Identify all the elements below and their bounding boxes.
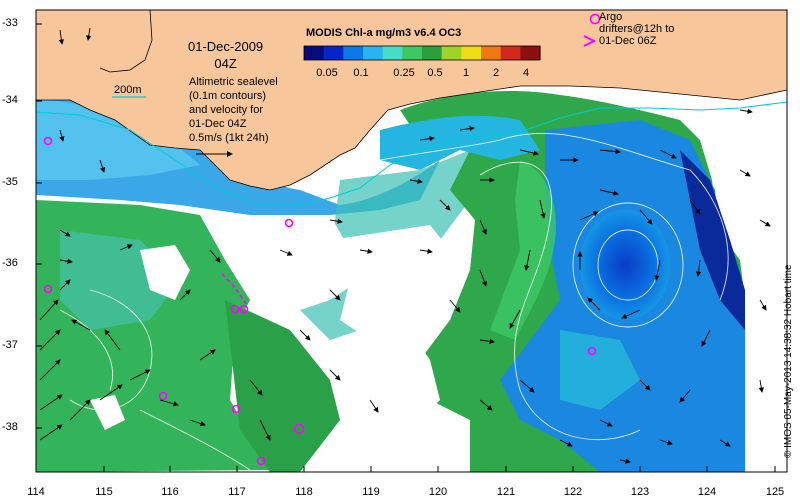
x-tick-label: 124 (697, 486, 717, 498)
colorbar-swatch (382, 46, 403, 60)
argo-drifter-marker (587, 346, 597, 356)
argo-drifter-marker (239, 304, 249, 314)
axis-tick-marks (35, 23, 776, 472)
colorbar-swatch (323, 46, 344, 60)
sea-level-contours (59, 133, 729, 471)
colorbar-tick-label: 4 (522, 67, 530, 79)
colorbar-swatch (343, 46, 364, 60)
x-tick-label: 123 (630, 486, 650, 498)
x-tick-label: 119 (362, 486, 380, 498)
colorbar-swatch (500, 46, 521, 60)
argo-drifter-marker (230, 304, 240, 314)
y-tick-label: -34 (2, 94, 18, 106)
altimetry-legend: Altimetric sealevel (0.1m contours) and … (189, 75, 278, 145)
altimetry-line: 0.5m/s (1kt 24h) (189, 132, 269, 144)
colorbar-tick-label: 0.1 (353, 67, 369, 79)
colorbar-frame (303, 45, 541, 61)
colorbar-swatch (441, 46, 462, 60)
map-date: 01-Dec-2009 (188, 39, 264, 54)
x-tick-label: 120 (428, 486, 448, 498)
credit-text: © IMOS 05-May-2013 14:38:32 Hobart time (783, 264, 794, 458)
colorbar-swatch (363, 46, 384, 60)
altimetry-line: (0.1m contours) (189, 90, 267, 102)
x-tick-label: 117 (228, 486, 246, 498)
argo-drifters (43, 136, 597, 466)
map-date-block: 01-Dec-2009 04Z (188, 38, 263, 72)
argo-legend-label: Argo drifters@12h to 01-Dec 06Z (599, 11, 674, 47)
colorbar-swatch (461, 46, 482, 60)
colorbar-tick-label: 0.5 (427, 67, 443, 79)
argo-drifter-marker (231, 404, 241, 414)
argo-legend-circle (589, 13, 601, 25)
argo-drifter-marker (284, 218, 294, 228)
argo-legend-chevron (583, 35, 597, 47)
x-tick-label: 121 (496, 486, 516, 498)
cloud-mask (90, 215, 787, 472)
argo-drifter-track (221, 273, 247, 305)
colorbar-tick-label: 0.25 (393, 67, 415, 79)
colorbar-title: MODIS Chl-a mg/m3 v6.4 OC3 (306, 27, 462, 39)
argo-drifter-marker (293, 423, 305, 435)
colorbar-swatch (481, 46, 502, 60)
x-tick-label: 125 (765, 486, 785, 498)
colorbar-swatch (304, 46, 325, 60)
argo-drifter-marker (43, 284, 53, 294)
coastline (36, 9, 788, 191)
y-tick-label: -33 (2, 17, 18, 29)
altimetry-line: and velocity for (189, 104, 263, 116)
colorbar (304, 46, 541, 60)
colorbar-tick-label: 2 (492, 67, 500, 79)
y-tick-label: -36 (2, 257, 18, 269)
velocity-vectors (39, 27, 771, 464)
argo-legend-line: 01-Dec 06Z (599, 35, 657, 47)
y-tick-label: -37 (2, 339, 18, 351)
argo-legend-line: drifters@12h to (599, 23, 675, 35)
colorbar-swatch (402, 46, 423, 60)
colorbar-swatch (422, 46, 443, 60)
isobath-200m (35, 101, 788, 206)
y-tick-label: -38 (2, 421, 18, 433)
x-tick-label: 116 (161, 486, 179, 498)
land-mass (36, 10, 787, 190)
colorbar-swatch (520, 46, 541, 60)
x-tick-label: 118 (295, 486, 313, 498)
x-tick-label: 122 (563, 486, 583, 498)
altimetry-line: Altimetric sealevel (189, 76, 278, 88)
map-hour: 04Z (214, 56, 237, 71)
isobath-legend-label: 200m (114, 84, 142, 96)
plot-frame (35, 9, 788, 473)
argo-legend-line: Argo (599, 11, 623, 23)
altimetry-line: 01-Dec 04Z (189, 118, 247, 130)
x-tick-label: 114 (27, 486, 45, 498)
y-tick-label: -35 (2, 176, 18, 188)
argo-drifter-marker (256, 456, 266, 466)
colorbar-tick-label: 1 (462, 67, 470, 79)
x-tick-label: 115 (95, 486, 113, 498)
argo-drifter-marker (158, 391, 168, 401)
colorbar-tick-label: 0.05 (316, 67, 338, 79)
argo-drifter-marker (43, 136, 53, 146)
